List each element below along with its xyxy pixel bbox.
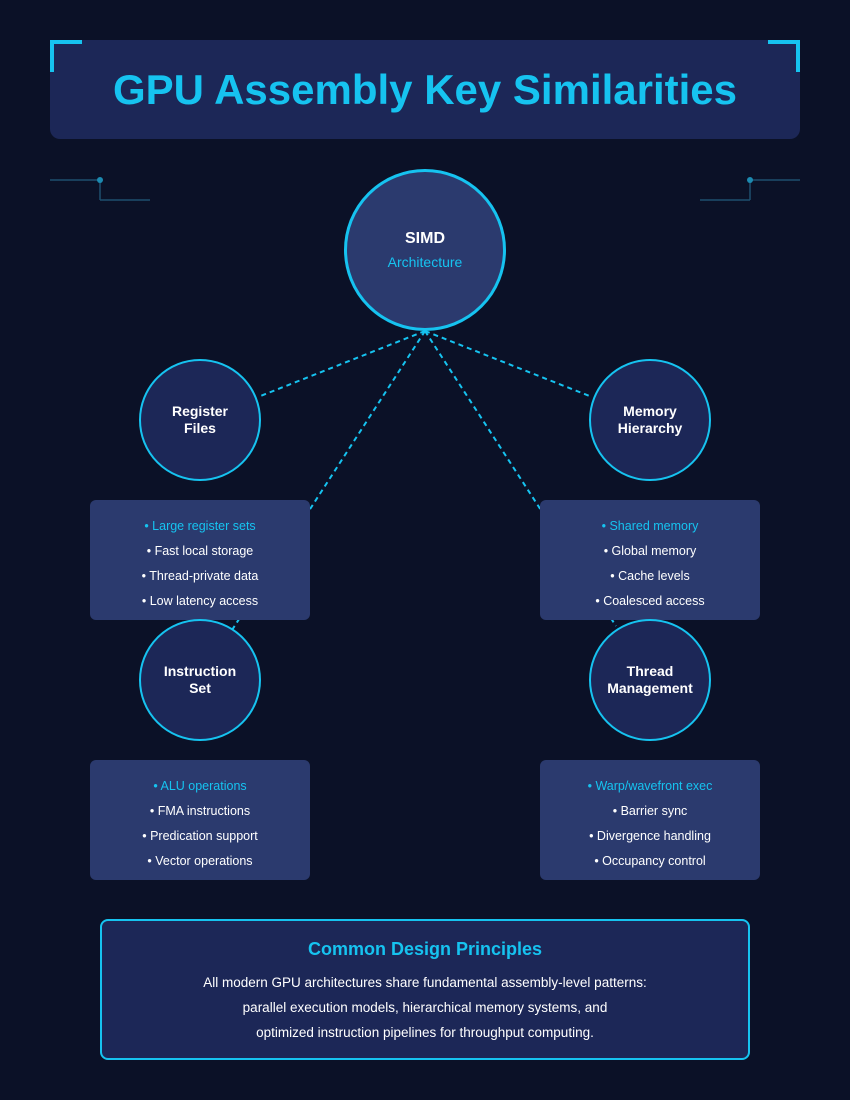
- feature-item: • Warp/wavefront exec: [587, 779, 713, 793]
- feature-item: • ALU operations: [153, 779, 247, 793]
- node-thread-management: Thread Management: [589, 619, 711, 741]
- node-title-line: Register: [171, 403, 229, 419]
- connector-memory-hierarchy: [424, 330, 593, 398]
- summary-box: Common Design Principles All modern GPU …: [100, 919, 750, 1060]
- node-title-line: Management: [607, 680, 693, 696]
- feature-card-memory-hierarchy: • Shared memory • Global memory • Cache …: [540, 500, 760, 620]
- feature-item: • Occupancy control: [594, 854, 706, 868]
- center-node-simd: SIMD Architecture: [344, 169, 506, 331]
- node-title-line: Thread: [626, 663, 674, 679]
- circuit-decoration-left: [50, 179, 150, 201]
- summary-line: All modern GPU architectures share funda…: [203, 975, 647, 990]
- feature-item: • Cache levels: [610, 569, 690, 583]
- summary-body: All modern GPU architectures share funda…: [102, 970, 748, 1045]
- feature-item: • Vector operations: [147, 854, 253, 868]
- corner-bracket-top-right: [768, 40, 800, 72]
- summary-line: parallel execution models, hierarchical …: [242, 1000, 608, 1015]
- node-title: Memory Hierarchy: [605, 403, 695, 437]
- connector-register-files: [257, 330, 426, 398]
- feature-item: • Thread-private data: [141, 569, 259, 583]
- feature-item: • Coalesced access: [595, 594, 705, 608]
- feature-card-thread-management: • Warp/wavefront exec • Barrier sync • D…: [540, 760, 760, 880]
- page-title: GPU Assembly Key Similarities: [112, 65, 738, 113]
- node-title-line: Memory: [623, 403, 677, 419]
- summary-heading: Common Design Principles: [307, 939, 543, 959]
- corner-bracket-top-left: [50, 40, 82, 72]
- feature-item: • Global memory: [603, 544, 697, 558]
- node-memory-hierarchy: Memory Hierarchy: [589, 359, 711, 481]
- circuit-decoration-right: [700, 179, 800, 201]
- feature-card-register-files: • Large register sets • Fast local stora…: [90, 500, 310, 620]
- feature-item: • Divergence handling: [589, 829, 711, 843]
- node-title: Instruction Set: [155, 663, 245, 697]
- node-register-files: Register Files: [139, 359, 261, 481]
- summary-line: optimized instruction pipelines for thro…: [256, 1025, 594, 1040]
- center-node-title: SIMD: [405, 230, 445, 247]
- feature-card-instruction-set: • ALU operations • FMA instructions • Pr…: [90, 760, 310, 880]
- center-node-subtitle: Architecture: [387, 254, 463, 270]
- circuit-node-right: [747, 177, 753, 183]
- node-title-line: Files: [184, 420, 216, 436]
- node-title: Thread Management: [605, 663, 695, 697]
- circuit-node-left: [97, 177, 103, 183]
- feature-item: • Shared memory: [601, 519, 699, 533]
- node-title: Register Files: [155, 403, 245, 437]
- node-title-line: Instruction: [163, 663, 237, 679]
- title-banner: GPU Assembly Key Similarities: [50, 40, 800, 139]
- feature-item: • Predication support: [142, 829, 258, 843]
- node-title-line: Hierarchy: [617, 420, 683, 436]
- node-title-line: Set: [189, 680, 211, 696]
- feature-item: • Barrier sync: [612, 804, 688, 818]
- node-instruction-set: Instruction Set: [139, 619, 261, 741]
- feature-item: • Fast local storage: [146, 544, 254, 558]
- feature-item: • Low latency access: [141, 594, 259, 608]
- feature-item: • FMA instructions: [149, 804, 251, 818]
- feature-item: • Large register sets: [144, 519, 256, 533]
